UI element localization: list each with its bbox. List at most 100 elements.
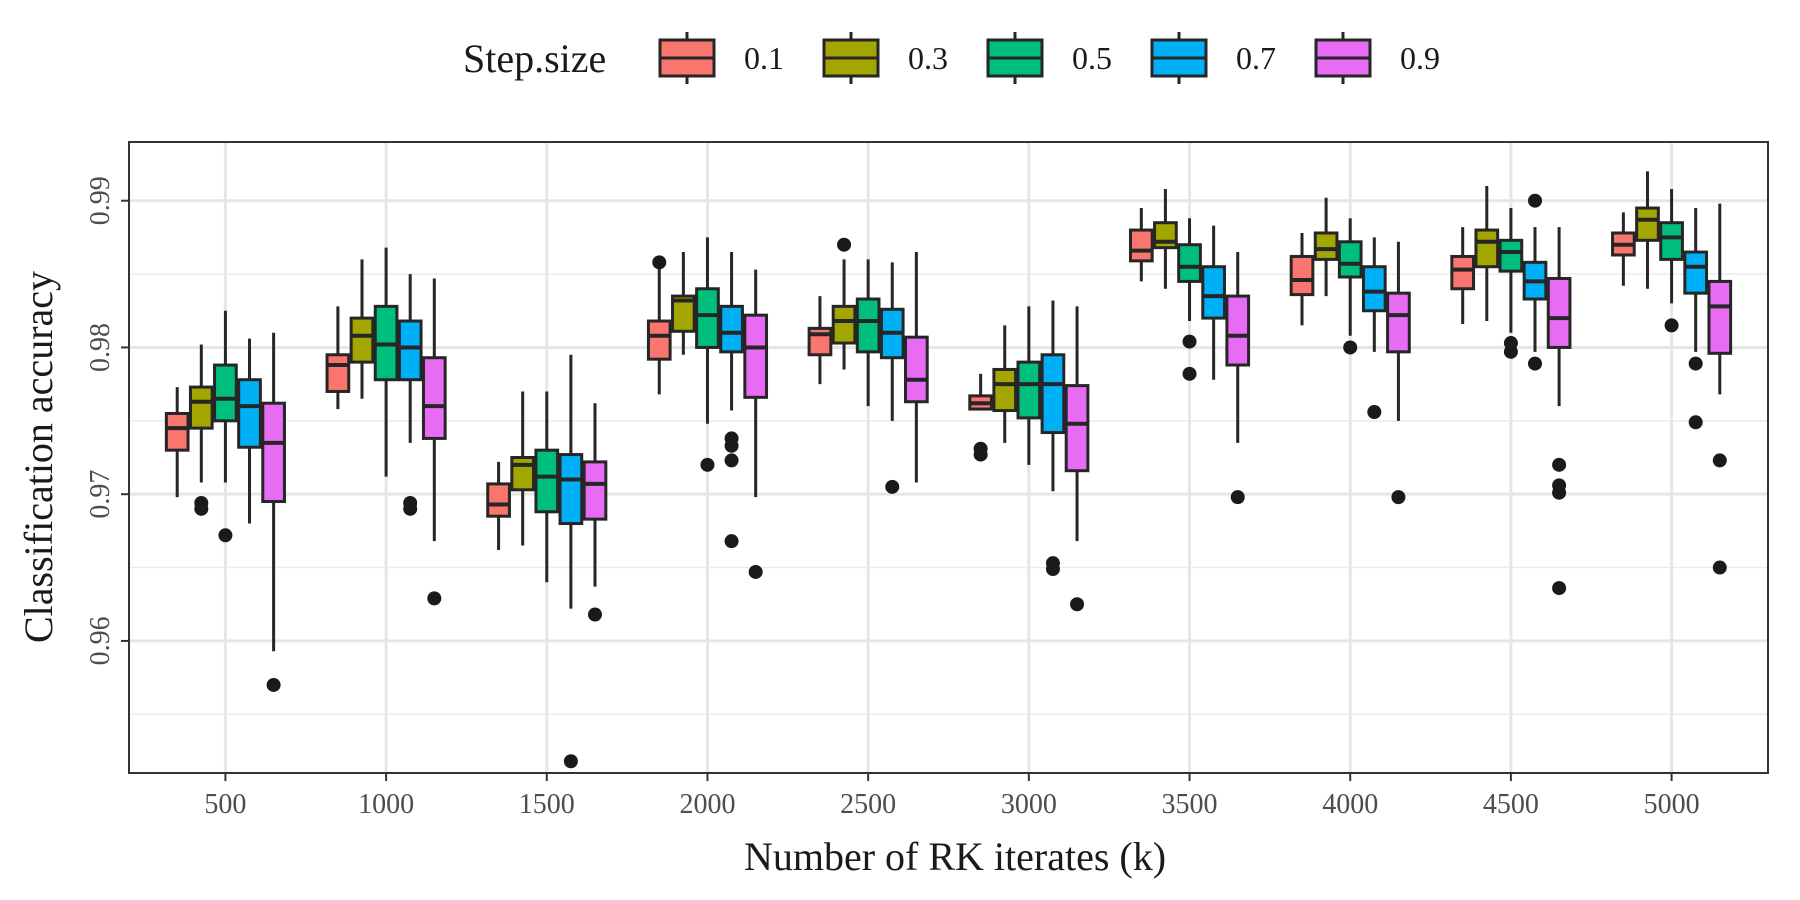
box-4000-step-0.7 — [1361, 237, 1387, 420]
box-4500-step-0.9 — [1546, 227, 1572, 596]
y-tick-label: 0.97 — [85, 470, 116, 519]
box — [582, 460, 608, 521]
box-1500-step-0.5 — [534, 391, 560, 583]
box — [1040, 353, 1066, 435]
box — [510, 456, 536, 492]
outlier-point — [1688, 415, 1703, 430]
box — [1546, 276, 1572, 349]
box — [1635, 206, 1660, 242]
outlier-point — [1182, 366, 1197, 381]
box-4500-step-0.5 — [1498, 208, 1524, 359]
box — [486, 482, 511, 518]
box-2000-step-0.7 — [719, 252, 744, 549]
box — [1337, 240, 1363, 279]
box — [1177, 243, 1202, 283]
box-2500-step-0.9 — [904, 252, 929, 483]
outlier-point — [1070, 597, 1085, 612]
box — [1201, 265, 1226, 320]
outlier-point — [1230, 490, 1245, 505]
legend-label: 0.5 — [1072, 40, 1112, 76]
box-1500-step-0.9 — [582, 403, 608, 622]
box-4500-step-0.3 — [1474, 186, 1500, 322]
box-3500-step-0.1 — [1128, 208, 1154, 282]
box — [695, 287, 720, 349]
box-3500-step-0.3 — [1153, 188, 1178, 289]
outlier-point — [1552, 478, 1567, 493]
y-tick-label: 0.98 — [85, 323, 116, 372]
y-tick-label: 0.99 — [85, 176, 116, 225]
outlier-point — [1528, 356, 1543, 371]
y-axis-title: Classification accuracy — [16, 271, 61, 643]
outlier-point — [563, 754, 578, 769]
outlier-point — [427, 591, 442, 606]
box-4500-step-0.7 — [1522, 193, 1548, 371]
y-tick-label: 0.96 — [85, 616, 116, 665]
box — [1707, 279, 1733, 355]
legend-item-0.1: 0.1 — [658, 32, 784, 84]
box — [1683, 250, 1709, 295]
x-tick-label: 2000 — [679, 789, 735, 820]
outlier-point — [973, 441, 988, 456]
box-5000-step-0.1 — [1611, 212, 1636, 286]
box-4000-step-0.1 — [1289, 232, 1315, 326]
box — [1016, 360, 1042, 420]
box-2000-step-0.1 — [646, 255, 672, 395]
box — [1386, 291, 1411, 354]
outlier-point — [700, 457, 715, 472]
x-axis: 500 1000 1500 2000 2500 3000 3500 4000 4500 5000 — [204, 773, 1700, 820]
box — [397, 319, 423, 382]
box — [349, 316, 375, 364]
box — [1450, 254, 1476, 291]
outlier-point — [1182, 334, 1197, 349]
box — [1225, 294, 1251, 367]
outlier-point — [218, 528, 233, 543]
y-axis: 0.96 0.97 0.98 0.99 — [85, 176, 129, 665]
outlier-point — [748, 564, 763, 579]
legend-label: 0.9 — [1400, 40, 1440, 76]
box-1000-step-0.7 — [397, 274, 423, 516]
legend-item-0.9: 0.9 — [1314, 32, 1440, 84]
box — [261, 401, 286, 504]
box-2500-step-0.7 — [879, 262, 905, 494]
outlier-point — [652, 255, 667, 270]
box-1000-step-0.9 — [421, 278, 447, 606]
box-1500-step-0.3 — [510, 391, 536, 546]
outlier-point — [724, 453, 739, 468]
outlier-point — [1045, 556, 1060, 571]
box — [421, 356, 447, 440]
x-tick-label: 3500 — [1162, 789, 1218, 820]
box — [992, 367, 1018, 413]
box — [1659, 221, 1684, 261]
box — [1289, 254, 1315, 297]
outlier-point — [1367, 405, 1382, 420]
x-tick-label: 1000 — [358, 789, 414, 820]
box — [188, 385, 214, 430]
box-4000-step-0.5 — [1337, 218, 1363, 355]
box-4500-step-0.1 — [1450, 227, 1476, 324]
box — [831, 304, 857, 345]
box — [325, 353, 351, 393]
box-1500-step-0.7 — [558, 354, 584, 769]
box-2500-step-0.5 — [855, 259, 881, 407]
x-tick-label: 4500 — [1483, 789, 1539, 820]
x-tick-label: 5000 — [1644, 789, 1700, 820]
box-1000-step-0.5 — [373, 247, 399, 477]
outlier-point — [724, 431, 739, 446]
box-3000-step-0.3 — [992, 325, 1018, 443]
outlier-point — [1503, 336, 1518, 351]
box-3000-step-0.5 — [1016, 306, 1042, 465]
box-5000-step-0.3 — [1635, 171, 1660, 289]
box — [904, 335, 929, 404]
box-2500-step-0.1 — [807, 296, 833, 385]
box-3500-step-0.9 — [1225, 252, 1251, 505]
outlier-point — [1552, 581, 1567, 596]
box — [1153, 221, 1178, 250]
outlier-point — [1688, 356, 1703, 371]
x-tick-label: 500 — [204, 789, 246, 820]
box-3500-step-0.5 — [1177, 218, 1202, 381]
legend-item-0.5: 0.5 — [986, 32, 1112, 84]
outlier-point — [266, 677, 281, 692]
plot-area — [128, 141, 1769, 774]
box-2000-step-0.5 — [695, 237, 720, 472]
